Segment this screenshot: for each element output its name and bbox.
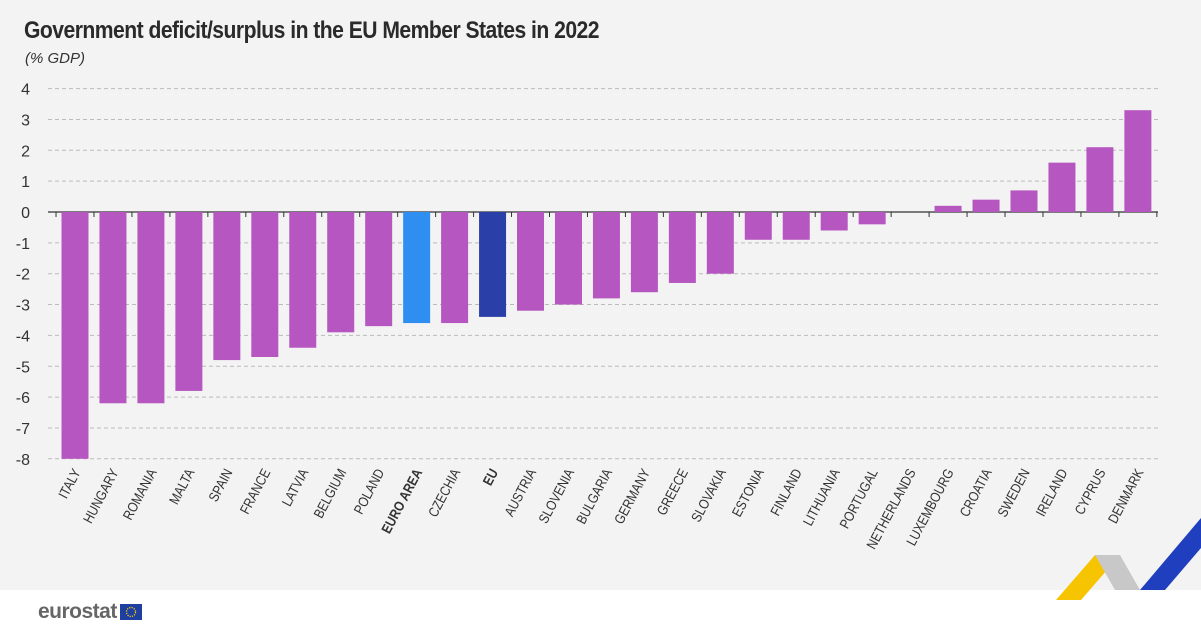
y-tick-label: -8 xyxy=(16,452,30,469)
x-tick-label: ITALY xyxy=(55,466,84,501)
x-tick-label: LITHUANIA xyxy=(800,466,844,529)
x-tick-label: GERMANY xyxy=(611,466,654,527)
bar-portugal xyxy=(858,212,886,225)
y-tick-label: 2 xyxy=(21,143,30,160)
y-tick-label: 3 xyxy=(21,112,30,129)
y-tick-label: 0 xyxy=(21,205,30,222)
decorative-ribbon-icon xyxy=(1056,518,1201,600)
x-tick-label: FINLAND xyxy=(767,466,805,519)
bar-hungary xyxy=(99,212,127,404)
bar-greece xyxy=(668,212,696,283)
y-tick-label: -7 xyxy=(16,421,30,438)
x-tick-label: ROMANIA xyxy=(119,466,159,523)
x-tick-label: SLOVENIA xyxy=(535,466,577,526)
x-tick-label: CYPRUS xyxy=(1071,466,1109,518)
bar-belgium xyxy=(327,212,355,333)
bar-ireland xyxy=(1048,162,1076,212)
x-tick-label: BELGIUM xyxy=(310,466,349,521)
x-tick-label: SWEDEN xyxy=(994,466,1033,520)
x-tick-label: LATVIA xyxy=(279,466,312,509)
x-tick-label: IRELAND xyxy=(1032,466,1070,519)
bar-malta xyxy=(175,212,203,391)
y-tick-label: -5 xyxy=(16,359,30,376)
x-tick-label: CZECHIA xyxy=(425,466,464,520)
bar-spain xyxy=(213,212,241,361)
bar-euro-area xyxy=(403,212,431,324)
y-tick-label: 1 xyxy=(21,174,30,191)
bar-romania xyxy=(137,212,165,404)
x-tick-label: CROATIA xyxy=(956,466,995,520)
y-tick-label: 4 xyxy=(21,82,30,99)
bar-czechia xyxy=(441,212,469,324)
x-tick-label: GREECE xyxy=(653,466,691,518)
x-tick-label: BULGARIA xyxy=(573,466,616,527)
bar-estonia xyxy=(744,212,772,240)
bar-latvia xyxy=(289,212,317,348)
x-tick-label: AUSTRIA xyxy=(501,466,540,519)
bar-cyprus xyxy=(1086,147,1114,212)
y-tick-label: -4 xyxy=(16,328,30,345)
bar-lithuania xyxy=(820,212,848,231)
y-tick-label: -2 xyxy=(16,267,30,284)
bar-denmark xyxy=(1124,110,1152,212)
logo-text: eurostat xyxy=(38,600,117,623)
y-tick-label: -1 xyxy=(16,236,30,253)
x-tick-label: SPAIN xyxy=(205,466,236,504)
x-tick-label: POLAND xyxy=(350,466,387,517)
y-tick-label: -3 xyxy=(16,298,30,315)
bar-germany xyxy=(630,212,658,293)
bar-slovenia xyxy=(554,212,582,305)
bar-croatia xyxy=(972,199,1000,212)
x-tick-label: HUNGARY xyxy=(80,466,122,526)
bar-bulgaria xyxy=(592,212,620,299)
x-tick-label: FRANCE xyxy=(236,466,273,517)
eurostat-logo: eurostat xyxy=(38,600,142,624)
bar-slovakia xyxy=(706,212,734,274)
bar-france xyxy=(251,212,279,357)
bar-sweden xyxy=(1010,190,1038,212)
chart-title: Government deficit/surplus in the EU Mem… xyxy=(24,17,600,44)
bar-chart: 4 3 2 1 0 -1 -2 -3 -4 -5 -6 -7 -8 ITALYHUNGARYROMANIA… xyxy=(16,82,1201,600)
x-tick-label: EU xyxy=(479,466,501,488)
x-tick-label: DENMARK xyxy=(1105,466,1147,526)
bar-luxembourg xyxy=(934,205,962,212)
bar-eu xyxy=(479,212,507,317)
x-tick-label: MALTA xyxy=(166,466,198,507)
bar-poland xyxy=(365,212,393,327)
x-tick-label: ESTONIA xyxy=(728,466,767,520)
eu-flag-icon xyxy=(119,604,142,620)
bar-italy xyxy=(61,212,89,459)
bar-finland xyxy=(782,212,810,240)
bar-austria xyxy=(517,212,545,311)
y-tick-label: -6 xyxy=(16,390,30,407)
chart-subtitle: (% GDP) xyxy=(25,50,85,67)
x-tick-label: SLOVAKIA xyxy=(688,466,730,525)
